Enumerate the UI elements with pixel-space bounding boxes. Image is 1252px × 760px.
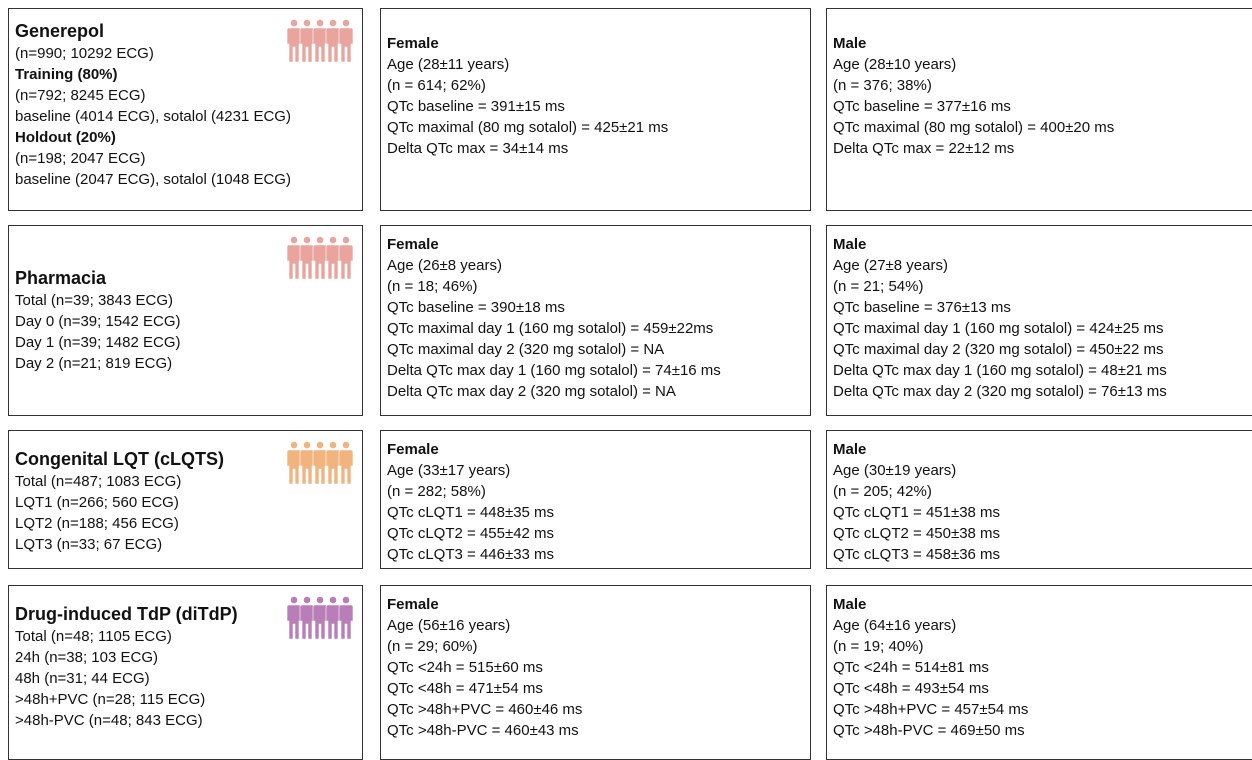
text-line: QTc cLQT2 = 455±42 ms — [387, 525, 555, 542]
text-line: Total (n=48; 1105 ECG) — [15, 628, 172, 645]
text-line: (n = 205; 42%) — [833, 483, 932, 500]
text-line: QTc >48h-PVC = 460±43 ms — [387, 722, 579, 739]
cohort-box: Pharmacia Total (n=39; 3843 ECG) Day 0 (n=… — [8, 225, 363, 416]
text-line: (n=792; 8245 ECG) — [15, 87, 146, 104]
text-line: Total (n=39; 3843 ECG) — [15, 292, 174, 309]
cohort-box: Generepol (n=990; 10292 ECG) Training (80%… — [8, 8, 363, 211]
cohort-box: Drug-induced TdP (diTdP) Total (n=48; 110… — [8, 585, 363, 760]
cohort-box: Congenital LQT (cLQTS) Total (n=487; 1083… — [8, 430, 363, 569]
cohort-title: Drug-induced TdP (diTdP) — [15, 604, 238, 624]
text-line: LQT1 (n=266; 560 ECG) — [15, 494, 179, 511]
text-line: QTc >48h-PVC = 469±50 ms — [833, 722, 1025, 739]
cohort-title: Generepol — [15, 21, 105, 41]
people-icon — [286, 19, 354, 63]
text-line: QTc maximal day 1 (160 mg sotalol) = 459… — [387, 320, 714, 337]
text-line: Delta QTc max day 1 (160 mg sotalol) = 4… — [833, 362, 1167, 379]
text-line: baseline (2047 ECG), sotalol (1048 ECG) — [15, 171, 291, 188]
people-icon — [286, 441, 354, 485]
text-line: Age (30±19 years) — [833, 462, 957, 479]
text-line: Delta QTc max day 2 (320 mg sotalol) = 7… — [833, 383, 1167, 400]
people-icon — [286, 236, 354, 280]
male-box: Male Age (28±10 years) (n = 376; 38%) QTc b… — [826, 8, 1252, 211]
text-line: Age (27±8 years) — [833, 257, 948, 274]
text-line: Day 1 (n=39; 1482 ECG) — [15, 334, 181, 351]
sex-title: Female — [387, 596, 439, 613]
sex-title: Male — [833, 441, 867, 458]
text-line: Day 2 (n=21; 819 ECG) — [15, 355, 173, 372]
text-line: QTc baseline = 377±16 ms — [833, 98, 1011, 115]
text-line: (n=198; 2047 ECG) — [15, 150, 146, 167]
text-line: QTc cLQT1 = 448±35 ms — [387, 504, 555, 521]
text-line: Age (28±11 years) — [387, 56, 510, 73]
text-line: Age (28±10 years) — [833, 56, 957, 73]
sex-title: Male — [833, 35, 867, 52]
text-line: QTc maximal day 2 (320 mg sotalol) = NA — [387, 341, 665, 358]
cohort-title: Congenital LQT (cLQTS) — [15, 449, 224, 469]
text-line: QTc cLQT3 = 446±33 ms — [387, 546, 555, 563]
text-line: (n=990; 10292 ECG) — [15, 45, 154, 62]
text-line: >48h+PVC (n=28; 115 ECG) — [15, 691, 206, 708]
male-box: Male Age (30±19 years) (n = 205; 42%) QTc c… — [826, 430, 1252, 569]
text-line: QTc <48h = 493±54 ms — [833, 680, 989, 697]
text-line: (n = 19; 40%) — [833, 638, 924, 655]
people-icon — [286, 596, 354, 640]
text-line: Day 0 (n=39; 1542 ECG) — [15, 313, 181, 330]
text-line: (n = 376; 38%) — [833, 77, 932, 94]
text-line: (n = 29; 60%) — [387, 638, 478, 655]
text-line: QTc cLQT1 = 451±38 ms — [833, 504, 1001, 521]
text-line: Age (26±8 years) — [387, 257, 502, 274]
text-line: QTc <24h = 515±60 ms — [387, 659, 543, 676]
text-line: QTc baseline = 376±13 ms — [833, 299, 1011, 316]
text-line: QTc maximal day 1 (160 mg sotalol) = 424… — [833, 320, 1164, 337]
text-line: QTc <24h = 514±81 ms — [833, 659, 989, 676]
text-line: (n = 21; 54%) — [833, 278, 924, 295]
text-line: >48h-PVC (n=48; 843 ECG) — [15, 712, 203, 729]
cohort-title: Pharmacia — [15, 268, 107, 288]
text-line: QTc cLQT2 = 450±38 ms — [833, 525, 1001, 542]
text-line: 24h (n=38; 103 ECG) — [15, 649, 159, 666]
text-line: Delta QTc max = 22±12 ms — [833, 140, 1015, 157]
text-line: Total (n=487; 1083 ECG) — [15, 473, 182, 490]
text-line: 48h (n=31; 44 ECG) — [15, 670, 150, 687]
text-line: LQT2 (n=188; 456 ECG) — [15, 515, 179, 532]
female-box: Female Age (56±16 years) (n = 29; 60%) QTc … — [380, 585, 811, 760]
text-line: LQT3 (n=33; 67 ECG) — [15, 536, 163, 553]
text-line: (n = 282; 58%) — [387, 483, 486, 500]
text-line: baseline (4014 ECG), sotalol (4231 ECG) — [15, 108, 291, 125]
sex-title: Female — [387, 35, 439, 52]
text-line: QTc <48h = 471±54 ms — [387, 680, 543, 697]
text-line: QTc maximal (80 mg sotalol) = 425±21 ms — [387, 119, 669, 136]
text-line: (n = 18; 46%) — [387, 278, 478, 295]
text-line: QTc baseline = 390±18 ms — [387, 299, 565, 316]
text-line: QTc >48h+PVC = 457±54 ms — [833, 701, 1029, 718]
text-line: QTc maximal day 2 (320 mg sotalol) = 450… — [833, 341, 1164, 358]
text-line: Age (56±16 years) — [387, 617, 511, 634]
sex-title: Male — [833, 236, 867, 253]
female-box: Female Age (33±17 years) (n = 282; 58%) QTc… — [380, 430, 811, 569]
sex-title: Female — [387, 441, 439, 458]
sex-title: Female — [387, 236, 439, 253]
text-line: QTc baseline = 391±15 ms — [387, 98, 565, 115]
text-line: QTc cLQT3 = 458±36 ms — [833, 546, 1001, 563]
text-line: Age (33±17 years) — [387, 462, 511, 479]
text-line: QTc >48h+PVC = 460±46 ms — [387, 701, 583, 718]
subheading: Holdout (20%) — [15, 129, 116, 146]
text-line: Delta QTc max day 1 (160 mg sotalol) = 7… — [387, 362, 721, 379]
text-line: Delta QTc max day 2 (320 mg sotalol) = N… — [387, 383, 676, 400]
female-box: Female Age (28±11 years) (n = 614; 62%) QTc… — [380, 8, 811, 211]
male-box: Male Age (27±8 years) (n = 21; 54%) QTc bas… — [826, 225, 1252, 416]
subheading: Training (80%) — [15, 66, 118, 83]
text-line: QTc maximal (80 mg sotalol) = 400±20 ms — [833, 119, 1115, 136]
text-line: Age (64±16 years) — [833, 617, 957, 634]
sex-title: Male — [833, 596, 867, 613]
male-box: Male Age (64±16 years) (n = 19; 40%) QTc <2… — [826, 585, 1252, 760]
text-line: (n = 614; 62%) — [387, 77, 486, 94]
text-line: Delta QTc max = 34±14 ms — [387, 140, 569, 157]
female-box: Female Age (26±8 years) (n = 18; 46%) QTc b… — [380, 225, 811, 416]
